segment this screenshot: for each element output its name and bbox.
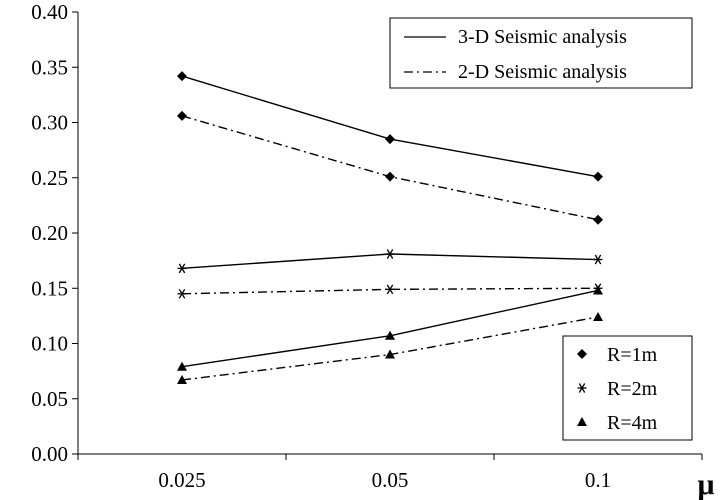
series-line xyxy=(181,287,599,295)
legend-label: R=1m xyxy=(607,344,658,366)
data-point xyxy=(593,254,603,265)
series-line xyxy=(181,115,599,221)
series-line xyxy=(181,316,599,381)
line-style-legend: 3-D Seismic analysis 2-D Seismic analysis xyxy=(389,17,693,89)
data-point xyxy=(593,214,603,225)
y-tick-label: 0.25 xyxy=(31,166,68,190)
y-tick-label: 0.20 xyxy=(31,221,68,245)
data-point xyxy=(593,171,603,182)
series-r-1m-3d xyxy=(177,71,603,182)
y-tick-label: 0.30 xyxy=(31,111,68,135)
legend-label: R=2m xyxy=(607,378,658,400)
series-r-4m-3d xyxy=(177,285,603,371)
data-point xyxy=(177,263,187,274)
legend-marker xyxy=(577,383,587,393)
series-r-2m-2d xyxy=(177,283,603,299)
legend-label: 2-D Seismic analysis xyxy=(458,61,627,83)
series-r-1m-2d xyxy=(177,110,603,225)
series-layer xyxy=(177,71,603,384)
data-point xyxy=(385,330,395,340)
data-point xyxy=(385,284,395,295)
y-tick-label: 0.35 xyxy=(31,55,68,79)
legend-marker xyxy=(577,349,587,359)
data-point xyxy=(177,71,187,82)
data-point xyxy=(385,249,395,259)
marker-legend: R=1m R=2m R=4m xyxy=(562,335,693,441)
y-tick-label: 0.15 xyxy=(31,276,68,300)
x-axis-label: μ xyxy=(697,468,714,500)
legend-box xyxy=(389,17,693,89)
series-r-2m-3d xyxy=(177,249,603,274)
data-point xyxy=(177,288,187,299)
x-tick-label: 0.1 xyxy=(585,468,611,492)
data-point xyxy=(385,349,395,359)
y-tick-label: 0.10 xyxy=(31,332,68,356)
data-point xyxy=(593,311,603,321)
y-tick-label: 0.05 xyxy=(31,387,68,411)
series-line xyxy=(181,75,599,178)
axes: 0.00 0.05 0.10 0.15 0.20 0.25 0.30 0.35 0.40 0.02… xyxy=(31,0,714,500)
legend-label: R=4m xyxy=(607,412,658,434)
y-tick-label: 0.40 xyxy=(31,0,68,24)
data-point xyxy=(177,361,187,371)
data-point xyxy=(593,285,603,295)
series-r-4m-2d xyxy=(177,311,603,384)
data-point xyxy=(385,171,395,182)
x-tick-label: 0.025 xyxy=(158,468,205,492)
series-line xyxy=(181,253,599,270)
data-point xyxy=(177,110,187,121)
legend-label: 3-D Seismic analysis xyxy=(458,26,627,48)
x-tick-label: 0.05 xyxy=(372,468,409,492)
y-tick-label: 0.00 xyxy=(31,442,68,466)
data-point xyxy=(177,374,187,384)
data-point xyxy=(385,134,395,145)
legend-marker xyxy=(577,417,587,426)
